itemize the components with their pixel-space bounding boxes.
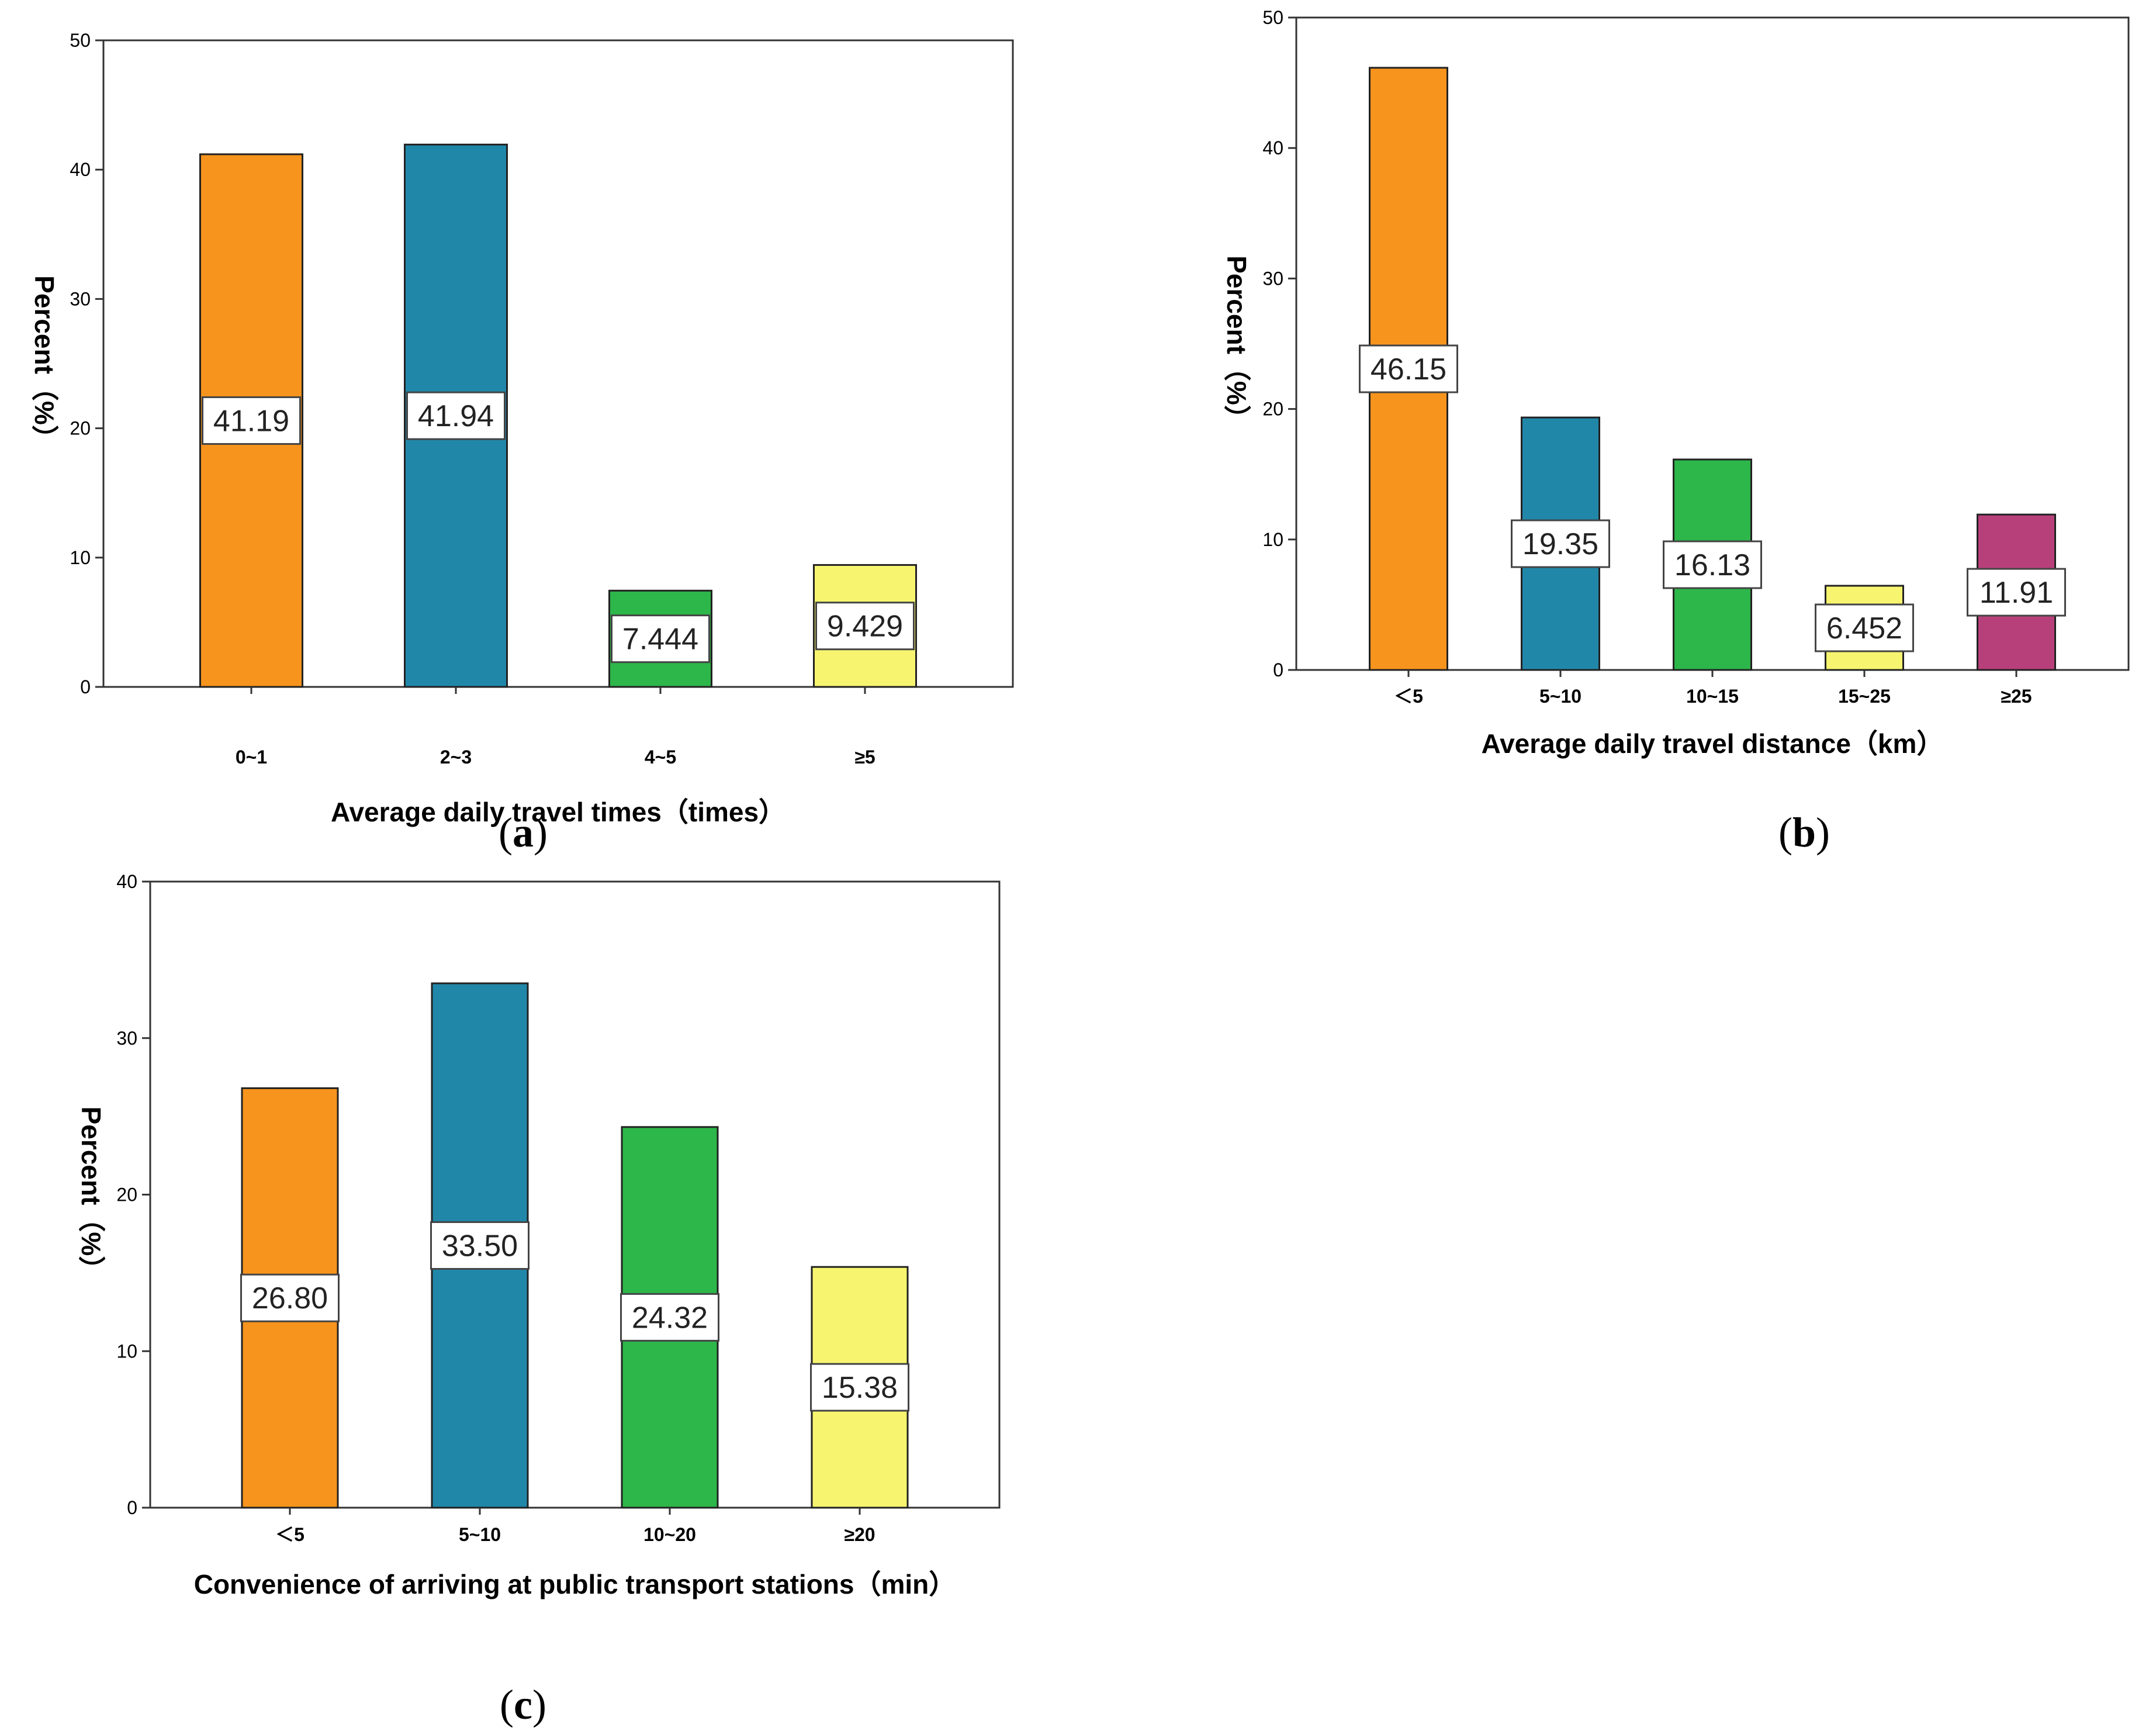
x-axis-title: Average daily travel times（times） bbox=[331, 797, 785, 827]
data-label: 7.444 bbox=[622, 623, 698, 657]
data-label: 15.38 bbox=[822, 1371, 898, 1405]
data-label-box bbox=[1815, 603, 1914, 652]
x-tick-label: ＜5 bbox=[275, 1524, 304, 1545]
data-label-box bbox=[611, 614, 710, 664]
y-tick-label: 40 bbox=[70, 159, 91, 180]
x-tick-label: 4~5 bbox=[645, 747, 676, 768]
data-label: 16.13 bbox=[1674, 548, 1750, 582]
y-tick-label: 10 bbox=[70, 547, 91, 568]
data-label-box bbox=[620, 1293, 719, 1342]
data-label-box bbox=[1359, 344, 1458, 393]
data-label: 26.80 bbox=[252, 1281, 328, 1315]
x-tick-label: 5~10 bbox=[459, 1524, 501, 1545]
y-tick-label: 20 bbox=[1262, 399, 1283, 420]
data-label-box bbox=[1663, 540, 1762, 589]
panel-caption: (c) bbox=[500, 1681, 546, 1728]
y-tick-label: 30 bbox=[1262, 268, 1283, 289]
data-label: 24.32 bbox=[632, 1301, 708, 1335]
x-tick-label: 0~1 bbox=[236, 747, 267, 768]
data-label: 41.94 bbox=[418, 399, 494, 433]
data-label: 46.15 bbox=[1371, 353, 1446, 386]
y-tick-label: 50 bbox=[1262, 7, 1283, 28]
plot-frame bbox=[102, 39, 1014, 688]
y-axis-title: Percent（%） bbox=[76, 1107, 106, 1283]
y-axis-title: Percent（%） bbox=[1221, 255, 1252, 432]
y-tick-label: 0 bbox=[80, 676, 91, 697]
x-tick-label: 10~15 bbox=[1686, 686, 1739, 707]
y-tick-label: 10 bbox=[1262, 529, 1283, 550]
x-tick-label: ≥25 bbox=[2001, 686, 2032, 707]
y-tick-label: 40 bbox=[1262, 137, 1283, 158]
x-tick-label: 15~25 bbox=[1838, 686, 1891, 707]
y-tick-label: 20 bbox=[116, 1184, 137, 1205]
y-tick-label: 0 bbox=[1273, 659, 1283, 680]
data-label: 19.35 bbox=[1522, 527, 1598, 561]
y-tick-label: 30 bbox=[116, 1028, 137, 1049]
x-tick-label: ＜5 bbox=[1394, 686, 1423, 707]
chart-c: 0 10 20 30 40 ＜5 26.80 5~10 33.50 10~20 24.32 ≥20 15… bbox=[76, 871, 1001, 1728]
data-label-box bbox=[202, 396, 301, 445]
data-label-box bbox=[406, 391, 506, 440]
chart-b: 0 10 20 30 40 50 ＜5 46.15 5~10 19.35 10~15 16.13 15~… bbox=[1221, 7, 2130, 856]
y-tick-label: 10 bbox=[116, 1340, 137, 1362]
data-label-box bbox=[815, 602, 915, 651]
y-axis-title: Percent（%） bbox=[29, 275, 60, 452]
x-axis-title: Convenience of arriving at public transp… bbox=[194, 1569, 956, 1599]
y-tick-label: 0 bbox=[127, 1497, 137, 1518]
y-tick-label: 30 bbox=[70, 288, 91, 309]
y-tick-label: 40 bbox=[116, 871, 137, 892]
y-tick-label: 50 bbox=[70, 30, 91, 51]
data-label: 6.452 bbox=[1826, 611, 1902, 645]
data-label: 11.91 bbox=[1979, 576, 2053, 610]
x-tick-label: ≥5 bbox=[854, 747, 875, 768]
data-label-box bbox=[240, 1273, 340, 1322]
x-tick-label: 5~10 bbox=[1539, 686, 1581, 707]
y-tick-label: 20 bbox=[70, 418, 91, 439]
data-label: 41.19 bbox=[213, 404, 289, 438]
data-label: 33.50 bbox=[442, 1229, 518, 1263]
x-axis-title: Average daily travel distance（km） bbox=[1482, 728, 1944, 759]
data-label: 9.429 bbox=[827, 610, 903, 644]
panel-caption: (a) bbox=[499, 809, 548, 856]
chart-a: 0 10 20 30 40 50 0~1 41.19 2~3 41.94 4~5 7.444 ≥5 9.4… bbox=[29, 30, 1014, 856]
panel-caption: (b) bbox=[1778, 809, 1830, 856]
x-tick-label: ≥20 bbox=[844, 1524, 875, 1545]
x-tick-label: 10~20 bbox=[643, 1524, 696, 1545]
data-label-box bbox=[1511, 519, 1610, 568]
data-label-box bbox=[810, 1363, 909, 1412]
data-label-box bbox=[1967, 568, 2066, 617]
data-label-box bbox=[430, 1221, 530, 1270]
x-tick-label: 2~3 bbox=[440, 747, 472, 768]
